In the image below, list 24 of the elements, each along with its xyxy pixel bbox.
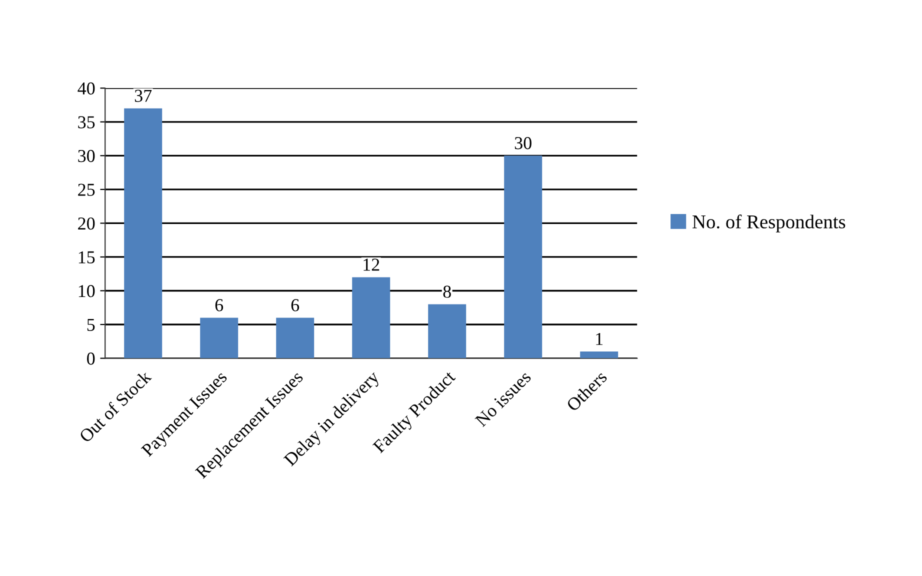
bar [200, 318, 238, 358]
data-label: 12 [364, 258, 380, 271]
bar [504, 156, 542, 358]
y-tick-label: 30 [78, 150, 95, 162]
y-tick-label: 5 [87, 318, 95, 331]
y-tick-label: 10 [78, 284, 95, 298]
data-label: 6 [215, 299, 224, 312]
bar [124, 108, 162, 358]
data-label: 6 [291, 299, 300, 312]
data-label: 8 [443, 286, 451, 298]
y-tick-label: 20 [78, 217, 95, 230]
bar [276, 318, 314, 358]
data-label: 30 [514, 137, 532, 150]
bar [580, 352, 618, 358]
y-tick-label: 40 [78, 82, 95, 95]
data-label: 37 [134, 90, 152, 102]
bar [352, 277, 390, 358]
bar [428, 304, 466, 358]
y-tick-label: 0 [87, 352, 95, 365]
y-tick-label: 15 [78, 251, 95, 264]
data-label: 1 [596, 332, 603, 345]
y-tick-label: 35 [78, 116, 95, 128]
legend-label: No. of Respondents [692, 214, 846, 232]
y-tick-label: 25 [78, 184, 95, 196]
